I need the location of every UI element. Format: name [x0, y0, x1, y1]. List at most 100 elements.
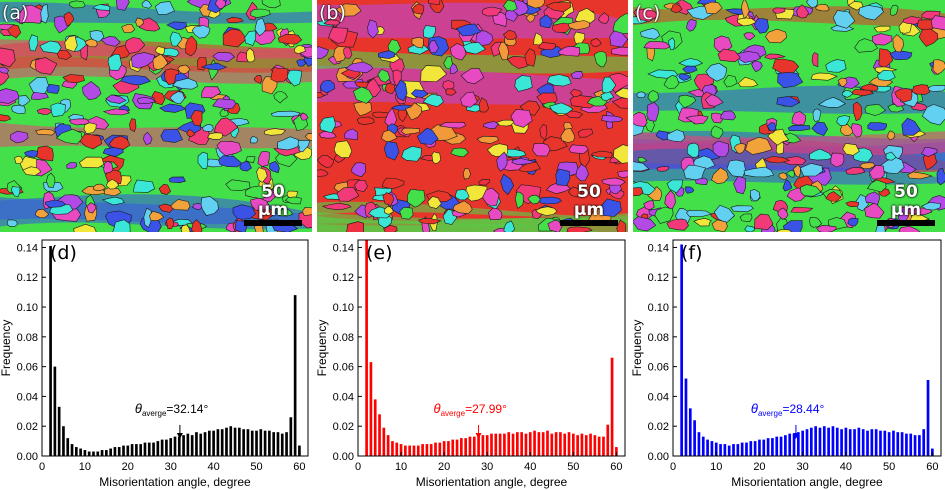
grain	[711, 112, 724, 124]
grain	[666, 129, 686, 143]
grain	[68, 118, 90, 126]
bar	[199, 433, 203, 456]
grain	[717, 48, 741, 63]
grain	[570, 89, 583, 97]
grain	[555, 168, 571, 186]
theta-subscript: averge	[441, 409, 466, 418]
x-axis-label: Misorientation angle, degree	[99, 475, 251, 489]
grain	[462, 42, 487, 55]
bar	[771, 438, 774, 456]
grain	[887, 130, 896, 141]
grain	[190, 110, 203, 127]
y-tick-label: 0.14	[17, 242, 38, 254]
bar	[758, 439, 761, 456]
grain	[809, 217, 822, 228]
bar	[571, 433, 575, 456]
grain	[24, 150, 38, 158]
grain	[633, 111, 648, 127]
bar	[70, 444, 74, 456]
grain	[411, 36, 424, 49]
y-tick-label: 0.10	[333, 302, 354, 314]
bar	[870, 429, 874, 456]
grain	[646, 102, 659, 122]
bar	[745, 442, 748, 456]
grain	[800, 184, 822, 197]
grain	[693, 217, 712, 227]
bar	[714, 442, 718, 456]
y-tick-label: 0.00	[17, 451, 38, 463]
grain	[86, 202, 97, 214]
grain	[200, 196, 219, 216]
grain	[34, 128, 56, 136]
grain	[663, 74, 680, 89]
grain	[817, 96, 847, 108]
grain	[633, 161, 650, 172]
grain	[427, 0, 441, 5]
grain	[383, 141, 400, 161]
bar	[727, 445, 731, 456]
grain	[737, 17, 758, 27]
y-tick-label: 0.06	[648, 362, 669, 374]
grain	[356, 116, 375, 126]
bar	[289, 417, 293, 456]
grain	[399, 206, 414, 220]
grain	[920, 201, 941, 211]
grain	[18, 4, 44, 24]
grain	[785, 169, 795, 178]
grain	[452, 200, 473, 215]
bar	[818, 427, 822, 456]
grain	[636, 91, 646, 98]
grain	[557, 45, 581, 57]
grain	[269, 160, 280, 174]
grain	[336, 186, 360, 202]
grain	[733, 175, 747, 195]
grain	[212, 51, 235, 63]
grain	[753, 18, 770, 34]
grain	[481, 6, 503, 17]
grain	[765, 28, 788, 44]
bar	[602, 436, 605, 456]
grain	[710, 125, 724, 139]
bar	[190, 435, 194, 456]
x-axis-label: Misorientation angle, degree	[416, 475, 568, 489]
grain	[55, 128, 83, 145]
bar	[460, 438, 463, 456]
grain	[22, 166, 42, 176]
grain	[149, 210, 165, 222]
grain	[261, 0, 281, 9]
bar	[524, 433, 528, 456]
bar	[706, 439, 709, 456]
grain	[191, 25, 211, 39]
grain	[617, 170, 628, 179]
grain	[103, 160, 114, 174]
bar	[238, 427, 241, 456]
grain	[34, 57, 58, 75]
panel-label-a: (a)	[2, 2, 29, 24]
grain	[503, 220, 516, 232]
grain	[256, 167, 268, 183]
grain	[654, 206, 674, 224]
grain	[932, 59, 945, 75]
grain	[169, 91, 185, 105]
grain	[476, 135, 500, 144]
grain	[815, 3, 830, 12]
grain	[612, 13, 628, 35]
bar	[369, 362, 373, 456]
grain	[514, 75, 533, 92]
grain	[598, 198, 622, 217]
bar	[857, 427, 861, 456]
grain	[577, 128, 594, 138]
grain	[141, 0, 153, 9]
grain	[372, 111, 390, 118]
grain	[276, 136, 299, 151]
grain	[407, 188, 426, 208]
bar	[298, 445, 301, 456]
x-axis-label: Misorientation angle, degree	[731, 475, 883, 489]
grain	[720, 110, 737, 121]
grain	[666, 179, 683, 194]
grain	[319, 116, 337, 134]
grain	[901, 117, 921, 136]
grain	[685, 209, 713, 217]
y-tick-label: 0.10	[17, 302, 38, 314]
bar	[909, 433, 913, 456]
